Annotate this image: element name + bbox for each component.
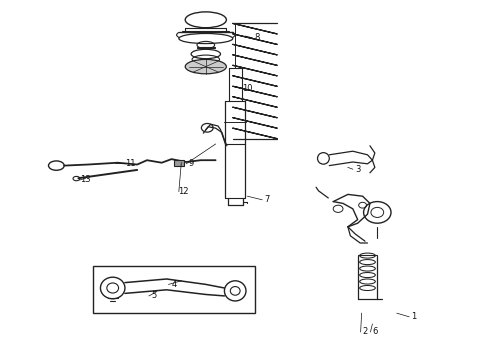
Text: 4: 4 [172, 280, 176, 289]
Text: 8: 8 [255, 33, 260, 42]
Text: 2: 2 [363, 328, 368, 336]
Text: 9: 9 [189, 159, 194, 168]
Text: 3: 3 [355, 165, 360, 174]
Text: 11: 11 [124, 159, 135, 168]
Text: 12: 12 [178, 187, 189, 196]
Bar [93, 266, 255, 313]
Text: 10: 10 [242, 84, 253, 93]
Text: 6: 6 [372, 328, 377, 336]
Text: 7: 7 [265, 195, 270, 204]
Bar [174, 160, 184, 166]
Text: 1: 1 [412, 312, 416, 321]
Text: 13: 13 [80, 175, 91, 184]
Ellipse shape [185, 59, 226, 74]
Text: 5: 5 [152, 292, 157, 300]
